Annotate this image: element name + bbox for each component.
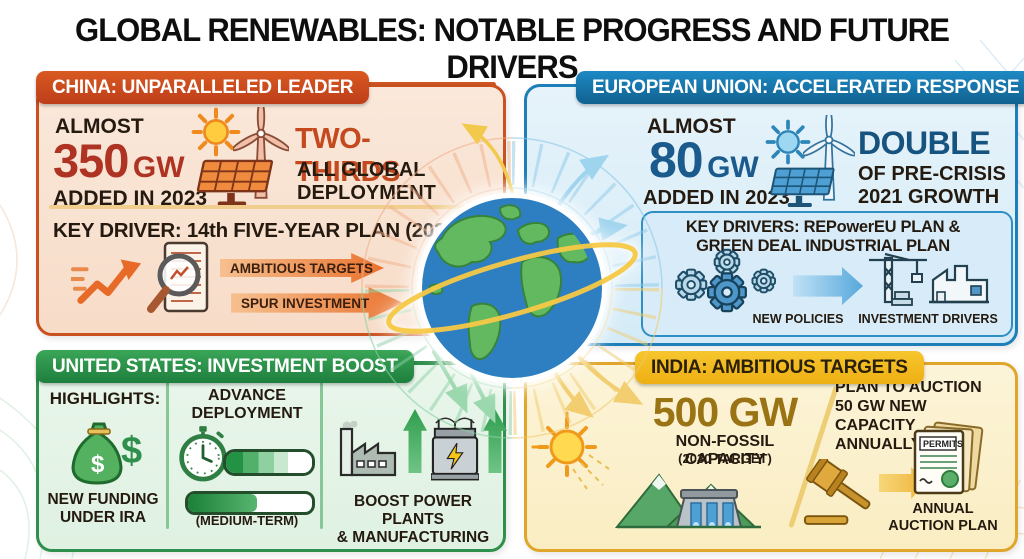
us-divider-2 [320, 381, 323, 529]
transformer-icon [431, 417, 479, 481]
page-title: GLOBAL RENEWABLES: NOTABLE PROGRESS AND … [75, 12, 950, 85]
solar-panel-icon [770, 167, 835, 207]
sun-icon [531, 411, 610, 490]
mountains-dam-icon [615, 473, 761, 529]
factory-icon [339, 421, 397, 477]
sun-icon [191, 107, 241, 157]
sun-icon [765, 119, 811, 165]
india-capacity-label: NON-FOSSIL CAPACITY [675, 433, 775, 468]
eu-added-label: ADDED IN 2023 [643, 187, 790, 209]
china-targets-arrow: AMBITIOUS TARGETS [220, 253, 384, 283]
india-annual-caption: ANNUAL AUCTION PLAN [888, 501, 998, 534]
eu-stat-unit: GW [707, 151, 759, 184]
china-almost-label: ALMOST [55, 115, 144, 138]
eu-double-caption: OF PRE-CRISIS 2021 GROWTH [858, 163, 1006, 208]
china-invest-arrow-label: SPUR INVESTMENT [241, 295, 370, 311]
china-stat-number: 350 [53, 134, 129, 187]
magnifier-document-icon [147, 241, 209, 313]
china-key-driver-label: KEY DRIVER: 14th FIVE-YEAR PLAN (2022) [53, 219, 463, 242]
china-stat-value: 350 GW [53, 133, 185, 188]
eu-stat-number: 80 [649, 132, 704, 188]
eu-investment-drivers-label: INVESTMENT DRIVERS [858, 312, 998, 326]
panel-us: UNITED STATES: INVESTMENT BOOST HIGHLIGH… [36, 350, 507, 552]
up-arrow-icon [483, 409, 507, 473]
us-header: UNITED STATES: INVESTMENT BOOST [36, 350, 414, 383]
up-arrow-icon [403, 409, 427, 473]
china-header: CHINA: UNPARALLELED LEADER [36, 71, 370, 104]
panel-china: CHINA: UNPARALLELED LEADER ALMOST 350 GW… [36, 71, 506, 336]
us-boost-caption: BOOST POWER PLANTS & MANUFACTURING [336, 493, 490, 546]
eu-stat-value: 80 GW [649, 131, 759, 189]
eu-header: EUROPEAN UNION: ACCELERATED RESPONSE [576, 71, 1024, 104]
china-stat-unit: GW [132, 151, 185, 184]
eu-flow-arrow [793, 267, 863, 305]
progress-bar-fill [188, 494, 258, 512]
us-funding-caption: NEW FUNDING UNDER IRA [47, 491, 159, 526]
earth-globe-icon [386, 193, 638, 383]
eu-key-drivers-label: KEY DRIVERS: REPowerEU PLAN & GREEN DEAL… [685, 218, 961, 256]
us-divider-1 [166, 381, 169, 529]
growth-chart-icon [71, 259, 142, 304]
deployment-gradient-bar [223, 449, 315, 476]
stopwatch-icon [179, 426, 227, 482]
gears-icon [675, 248, 777, 313]
india-header: INDIA: AMBITIOUS TARGETS [635, 351, 924, 384]
china-invest-arrow: SPUR INVESTMENT [231, 287, 403, 319]
eu-new-policies-label: NEW POLICIES [752, 312, 844, 326]
crane-buildings-icon [869, 252, 989, 306]
permits-label: PERMITS [923, 439, 963, 449]
us-advance-label: ADVANCE DEPLOYMENT [191, 387, 303, 423]
svg-text:$: $ [91, 451, 105, 478]
gavel-icon [803, 459, 871, 525]
eu-double-value: DOUBLE [858, 125, 991, 161]
progress-bar [185, 491, 315, 515]
eu-almost-label: ALMOST [647, 115, 736, 138]
money-bag-icon: $ $ [71, 422, 142, 485]
india-target-label: (2030 TARGET) [678, 451, 772, 466]
china-share-value: TWO-THIRDS [295, 123, 400, 188]
us-medium-term-label: (MEDIUM-TERM) [195, 513, 299, 528]
solar-panel-icon [196, 159, 274, 207]
india-stat-value: 500 GW [652, 389, 798, 435]
us-highlights-label: HIGHLIGHTS: [49, 389, 161, 408]
china-divider [49, 205, 479, 209]
svg-text:$: $ [121, 430, 142, 472]
eu-key-drivers-box: KEY DRIVERS: REPowerEU PLAN & GREEN DEAL… [641, 211, 1013, 337]
china-added-label: ADDED IN 2023 [53, 187, 208, 210]
permits-document-icon: PERMITS [913, 421, 984, 495]
china-targets-arrow-label: AMBITIOUS TARGETS [230, 260, 373, 276]
